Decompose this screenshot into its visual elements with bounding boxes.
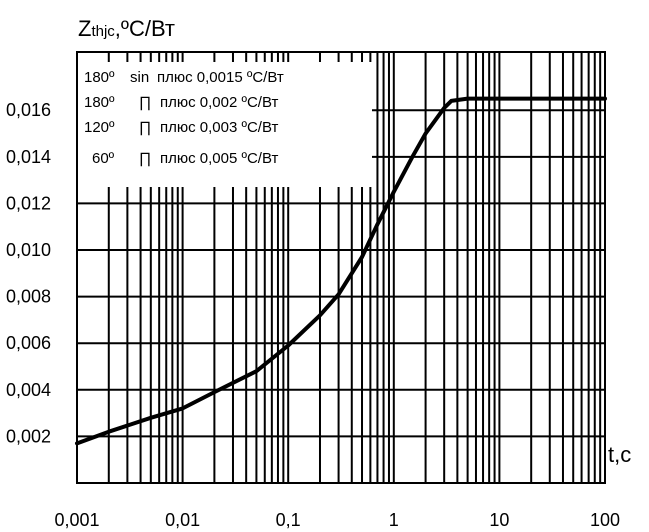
legend-shape: sin — [130, 69, 149, 86]
y-tick-label: 0,012 — [6, 193, 51, 213]
legend-label: плюс 0,005 ºC/Вт — [160, 150, 278, 167]
legend-label: плюс 0,0015 ºC/Вт — [157, 69, 284, 86]
legend-shape: ∏ — [139, 94, 151, 111]
legend-shape: ∏ — [139, 119, 151, 136]
legend-entry: 180º ∏ плюс 0,002 ºC/Вт — [84, 94, 278, 111]
y-tick-label: 0,016 — [6, 100, 51, 120]
legend-entry: 180º sin плюс 0,0015 ºC/Вт — [84, 69, 284, 86]
y-axis-title-main: Z — [78, 16, 91, 41]
x-tick-label: 0,1 — [276, 510, 301, 530]
y-tick-label: 0,010 — [6, 240, 51, 260]
y-tick-label: 0,006 — [6, 333, 51, 353]
legend-angle: 180º — [84, 69, 115, 86]
series-layer — [75, 96, 607, 446]
x-tick-label: 0,01 — [165, 510, 200, 530]
plot-frame — [76, 51, 606, 484]
y-axis-title: Zthjc,ºC/Вт — [78, 16, 175, 41]
x-tick-label: 100 — [590, 510, 620, 530]
y-tick-label: 0,004 — [6, 380, 51, 400]
x-tick-label: 10 — [489, 510, 509, 530]
legend-label: плюс 0,002 ºC/Вт — [160, 94, 278, 111]
legend-angle: 120º — [84, 119, 115, 136]
legend-entry: 60º ∏ плюс 0,005 ºC/Вт — [92, 150, 278, 167]
y-axis-title-sub: thjc — [91, 23, 115, 40]
y-tick-label: 0,002 — [6, 426, 51, 446]
legend-entry: 120º ∏ плюс 0,003 ºC/Вт — [84, 119, 278, 136]
tick-labels: 0,001 0,01 0,1 1 10 100 0,002 0,004 0,006 0,008 0,… — [6, 100, 620, 530]
legend-angle: 180º — [84, 94, 115, 111]
y-tick-label: 0,014 — [6, 147, 51, 167]
legend-background — [70, 62, 372, 187]
x-tick-label: 0,001 — [54, 510, 99, 530]
y-axis-title-unit: ,ºC/Вт — [115, 16, 175, 41]
y-tick-label: 0,008 — [6, 287, 51, 307]
series-line — [75, 96, 607, 446]
legend: 180º sin плюс 0,0015 ºC/Вт 180º ∏ плюс 0,002 … — [84, 69, 284, 167]
x-axis-title: t,c — [608, 442, 631, 467]
legend-angle: 60º — [92, 150, 115, 167]
x-tick-label: 1 — [389, 510, 399, 530]
legend-label: плюс 0,003 ºC/Вт — [160, 119, 278, 136]
legend-shape: ∏ — [139, 150, 151, 167]
